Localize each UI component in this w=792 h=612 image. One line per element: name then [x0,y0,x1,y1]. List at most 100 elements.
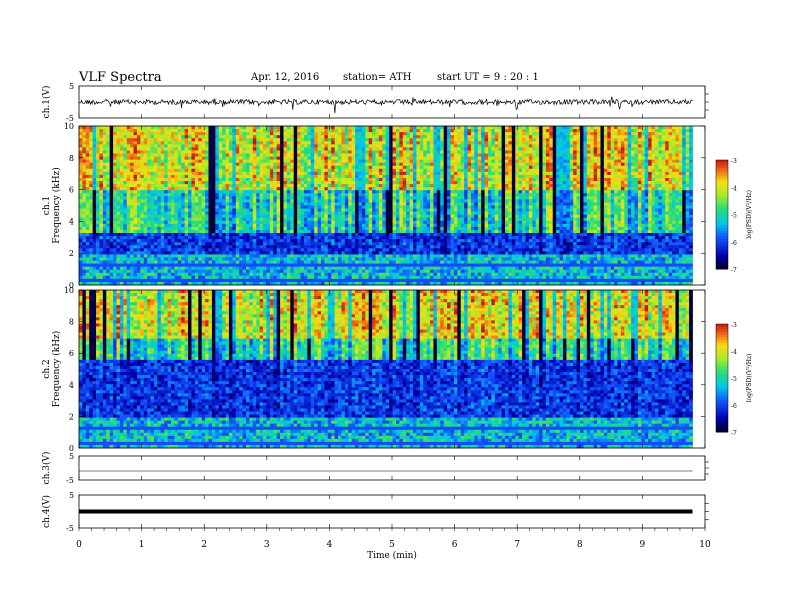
spectrogram-cell [205,144,209,147]
spectrogram-cell [437,129,441,132]
spectrogram-cell [256,144,260,147]
spectrogram-cell [307,154,311,157]
spectrogram-cell [147,150,151,153]
spectrogram-cell [662,157,666,160]
spectrogram-cell [600,132,604,135]
spectrogram-cell [290,138,294,141]
spectrogram-cell [239,157,243,160]
spectrogram-cell [304,126,308,129]
spectrogram-cell [324,141,328,144]
spectrogram-cell [416,169,420,172]
spectrogram-cell [127,150,131,153]
spectrogram-cell [420,129,424,132]
spectrogram-cell [393,126,397,129]
spectrogram-cell [597,144,601,147]
spectrogram-cell [168,166,172,169]
spectrogram-cell [604,166,608,169]
spectrogram-cell [270,138,274,141]
spectrogram-cell [662,147,666,150]
spectrogram-cell [686,126,690,129]
spectrogram-cell [110,147,114,150]
spectrogram-cell [403,141,407,144]
spectrogram-cell [563,147,567,150]
spectrogram-cell [243,135,247,138]
spectrogram-cell [416,150,420,153]
spectrogram-cell [239,163,243,166]
spectrogram-cell [365,169,369,172]
spectrogram-cell [318,126,322,129]
spectrogram-cell [273,154,277,157]
spectrogram-cell [362,132,366,135]
spectrogram-cell [658,126,662,129]
spectrogram-cell [338,129,342,132]
spectrogram-cell [103,157,107,160]
spectrogram-cell [249,166,253,169]
spectrogram-cell [427,129,431,132]
spectrogram-cell [314,150,318,153]
spectrogram-cell [161,135,165,138]
spectrogram-cell [560,129,564,132]
spectrogram-cell [331,138,335,141]
spectrogram-cell [478,163,482,166]
spectrogram-cell [614,154,618,157]
spectrogram-cell [648,141,652,144]
spectrogram-cell [103,154,107,157]
spectrogram-cell [249,138,253,141]
spectrogram-cell [444,166,448,169]
spectrogram-cell [396,163,400,166]
spectrogram-cell [283,154,287,157]
spectrogram-cell [202,135,206,138]
spectrogram-cell [82,141,86,144]
spectrogram-cell [652,135,656,138]
spectrogram-cell [658,163,662,166]
spectrogram-cell [191,147,195,150]
spectrogram-cell [96,138,100,141]
spectrogram-cell [106,154,110,157]
spectrogram-cell [369,132,373,135]
spectrogram-cell [229,157,233,160]
spectrogram-cell [645,144,649,147]
spectrogram-cell [96,166,100,169]
spectrogram-cell [174,163,178,166]
spectrogram-cell [301,141,305,144]
spectrogram-cell [491,141,495,144]
spectrogram-cell [273,169,277,172]
spectrogram-cell [348,147,352,150]
spectrogram-cell [600,126,604,129]
spectrogram-cell [689,135,693,138]
spectrogram-cell [577,132,581,135]
spectrogram-cell [399,150,403,153]
spectrogram-cell [358,157,362,160]
spectrogram-cell [277,166,281,169]
spectrogram-cell [549,154,553,157]
spectrogram-cell [464,163,468,166]
spectrogram-cell [86,132,90,135]
spectrogram-cell [219,147,223,150]
spectrogram-cell [116,169,120,172]
spectrogram-cell [263,144,267,147]
spectrogram-cell [519,129,523,132]
spectrogram-cell [376,141,380,144]
spectrogram-cell [236,169,240,172]
spectrogram-cell [113,166,117,169]
spectrogram-cell [277,141,281,144]
spectrogram-cell [93,129,97,132]
spectrogram-cell [362,129,366,132]
spectrogram-cell [389,141,393,144]
spectrogram-cell [498,150,502,153]
spectrogram-cell [280,166,284,169]
spectrogram-cell [280,169,284,172]
spectrogram-cell [338,147,342,150]
spectrogram-cell [287,135,291,138]
spectrogram-cell [212,126,216,129]
spectrogram-cell [273,166,277,169]
spectrogram-cell [338,163,342,166]
spectrogram-cell [686,129,690,132]
spectrogram-cell [430,147,434,150]
spectrogram-cell [600,166,604,169]
spectrogram-cell [573,144,577,147]
spectrogram-cell [178,154,182,157]
spectrogram-cell [652,157,656,160]
spectrogram-cell [355,138,359,141]
spectrogram-cell [413,126,417,129]
